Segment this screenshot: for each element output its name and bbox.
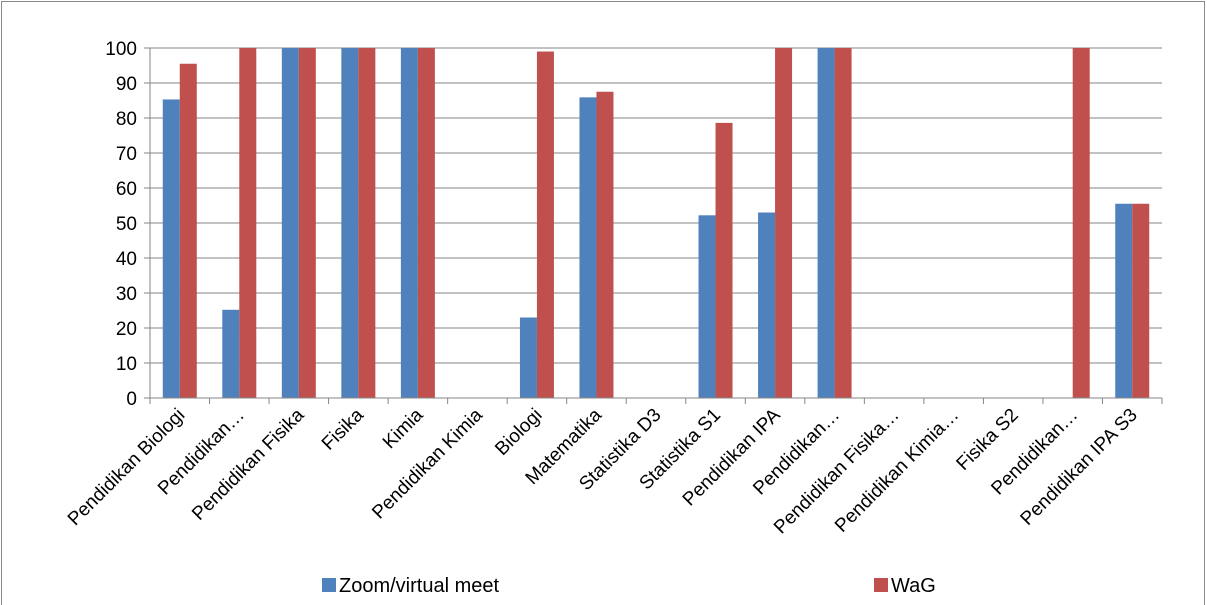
y-tick-label: 90 bbox=[116, 74, 137, 95]
x-category-label: Kimia bbox=[379, 404, 428, 453]
legend-swatch-wag bbox=[874, 578, 888, 592]
bar-wag bbox=[417, 48, 435, 398]
bar-zoom bbox=[758, 212, 776, 398]
legend-label-zoom: Zoom/virtual meet bbox=[339, 575, 499, 597]
bar-zoom bbox=[400, 48, 418, 398]
legend-label-wag: WaG bbox=[891, 575, 936, 597]
bar-wag bbox=[596, 91, 614, 398]
bar-zoom bbox=[222, 309, 240, 398]
bar-wag bbox=[298, 48, 316, 398]
bar-wag bbox=[775, 48, 793, 398]
x-category-label: Pendidikan Fisika bbox=[188, 404, 308, 524]
x-category-label: Pendidikan Kimia bbox=[368, 404, 487, 523]
bar-zoom bbox=[162, 99, 180, 398]
bar-wag bbox=[179, 63, 197, 398]
x-category-label: Fisika bbox=[318, 404, 368, 454]
bar-wag bbox=[536, 51, 554, 398]
y-tick-label: 100 bbox=[105, 39, 137, 60]
y-tick-label: 40 bbox=[116, 249, 137, 270]
y-tick-label: 80 bbox=[116, 109, 137, 130]
y-tick-label: 20 bbox=[116, 319, 137, 340]
bar-zoom bbox=[579, 97, 597, 398]
bar-zoom bbox=[1115, 203, 1133, 398]
bar-wag bbox=[239, 48, 257, 398]
y-tick-label: 70 bbox=[116, 144, 137, 165]
y-tick-label: 10 bbox=[116, 354, 137, 375]
bar-wag bbox=[1072, 48, 1090, 398]
y-tick-label: 30 bbox=[116, 284, 137, 305]
legend-swatch-zoom bbox=[322, 578, 336, 592]
bar-zoom bbox=[281, 48, 299, 398]
x-category-label: Pendidikan IPA S3 bbox=[1017, 405, 1142, 530]
bar-wag bbox=[358, 48, 376, 398]
x-category-label: Biologi bbox=[491, 405, 546, 460]
bar-wag bbox=[715, 122, 733, 399]
bar-wag bbox=[834, 48, 852, 398]
y-tick-label: 50 bbox=[116, 214, 137, 235]
y-tick-label: 60 bbox=[116, 179, 137, 200]
bar-zoom bbox=[519, 317, 537, 398]
bar-zoom bbox=[817, 48, 835, 398]
bar-zoom bbox=[341, 48, 359, 398]
bar-wag bbox=[1132, 203, 1150, 398]
y-tick-label: 0 bbox=[126, 389, 137, 410]
bar-zoom bbox=[698, 215, 716, 398]
